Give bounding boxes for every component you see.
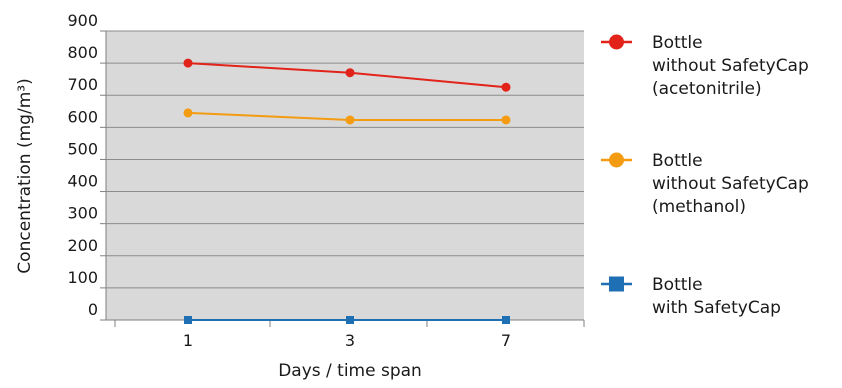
legend-label: (acetonitrile) <box>652 79 762 99</box>
data-point <box>183 108 193 118</box>
legend-label: with SafetyCap <box>652 298 781 318</box>
data-point <box>345 68 355 78</box>
y-axis-title: Concentration (mg/m³) <box>15 78 35 273</box>
data-point <box>501 82 511 92</box>
y-tick-label: 400 <box>67 172 98 191</box>
y-tick-label: 900 <box>67 11 98 30</box>
x-tick-label: 3 <box>345 331 355 350</box>
y-tick-label: 500 <box>67 139 98 158</box>
y-tick-label: 600 <box>67 107 98 126</box>
legend-label: Bottle <box>652 151 703 171</box>
data-point <box>345 115 355 125</box>
legend[interactable]: Bottle without SafetyCap (acetonitrile) Bot… <box>601 33 809 318</box>
y-axis: 0 100 200 300 400 500 600 700 800 900 <box>67 11 107 321</box>
legend-marker <box>609 34 624 50</box>
y-tick-label: 800 <box>67 43 98 62</box>
gridlines <box>106 30 584 289</box>
y-tick-label: 200 <box>67 236 98 255</box>
data-point <box>501 115 511 125</box>
legend-label: Bottle <box>652 275 703 295</box>
legend-label: without SafetyCap <box>652 174 809 194</box>
data-point <box>183 58 193 68</box>
data-point <box>346 316 354 324</box>
x-axis: 1 3 7 <box>106 319 585 350</box>
x-tick-label: 1 <box>183 331 193 350</box>
data-point <box>184 316 192 324</box>
y-tick-label: 300 <box>67 204 98 223</box>
data-point <box>502 316 510 324</box>
y-tick-label: 0 <box>88 300 98 319</box>
legend-label: (methanol) <box>652 197 746 217</box>
x-axis-title: Days / time span <box>278 361 422 381</box>
legend-marker <box>609 152 624 168</box>
x-tick-label: 7 <box>501 331 511 350</box>
y-tick-label: 700 <box>67 75 98 94</box>
legend-label: Bottle <box>652 33 703 53</box>
legend-marker <box>609 276 624 292</box>
y-tick-label: 100 <box>67 268 98 287</box>
plot-area <box>106 31 584 320</box>
series-group <box>183 58 511 324</box>
legend-label: without SafetyCap <box>652 56 809 76</box>
